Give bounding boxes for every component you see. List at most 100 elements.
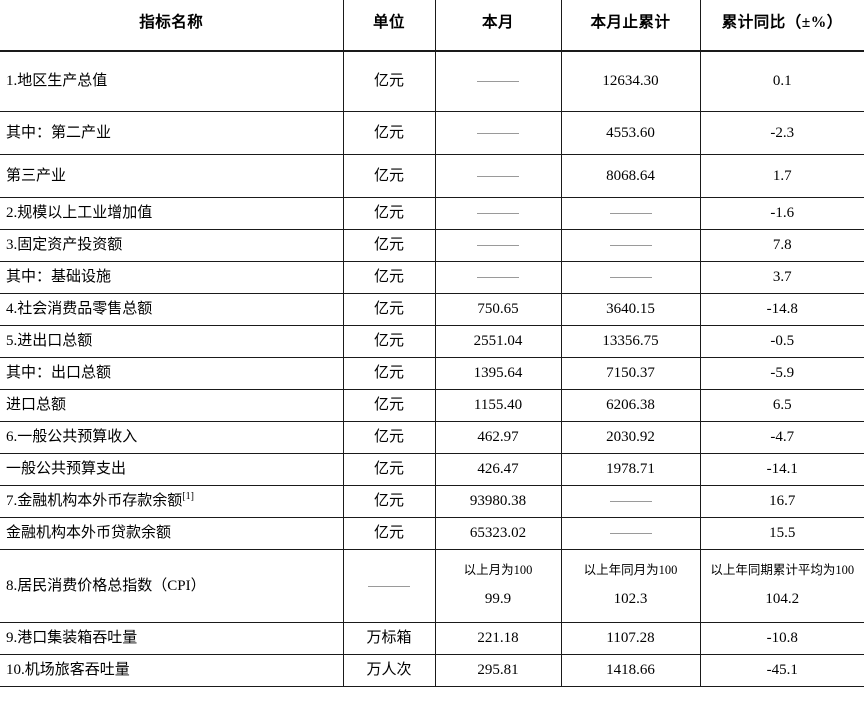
no-data-dash-icon (477, 81, 519, 83)
current-month-cell (435, 229, 562, 262)
indicator-name-cell: 8.居民消费价格总指数（CPI） (0, 549, 344, 623)
indicator-name-cell: 2.规模以上工业增加值 (0, 197, 344, 230)
header-rule-cell (561, 42, 701, 52)
cumulative-cell: 1107.28 (561, 622, 701, 655)
yoy-change-cell: 3.7 (700, 261, 864, 294)
table-header: 指标名称 单位 本月 本月止累计 累计同比（±%） (0, 0, 864, 52)
column-header-unit: 单位 (343, 0, 436, 42)
cumulative-cell: 以上年同月为100 102.3 (561, 549, 701, 623)
unit-cell: 亿元 (343, 197, 436, 230)
current-month-cell: 2551.04 (435, 325, 562, 358)
indicator-name-cell: 7.金融机构本外币存款余额[1] (0, 485, 344, 518)
yoy-change-cell: 以上年同期累计平均为100 104.2 (700, 549, 864, 623)
header-rule-cell (435, 42, 562, 52)
current-month-cell: 426.47 (435, 453, 562, 486)
cumulative-cell: 7150.37 (561, 357, 701, 390)
unit-cell: 万人次 (343, 654, 436, 687)
no-data-dash-icon (368, 585, 410, 587)
yoy-change-cell: -14.8 (700, 293, 864, 326)
table-row: 其中：出口总额 亿元 1395.64 7150.37 -5.9 (0, 357, 864, 390)
yoy-change-cell: -1.6 (700, 197, 864, 230)
header-row: 指标名称 单位 本月 本月止累计 累计同比（±%） (0, 0, 864, 42)
unit-cell: 亿元 (343, 51, 436, 112)
current-month-cell (435, 111, 562, 155)
indicator-name-cell: 9.港口集装箱吞吐量 (0, 622, 344, 655)
current-month-cell: 221.18 (435, 622, 562, 655)
current-month-cell: 65323.02 (435, 517, 562, 550)
yoy-change-cell: 15.5 (700, 517, 864, 550)
cpi-basis-caption: 以上年同期累计平均为100 (710, 562, 855, 577)
column-header-name: 指标名称 (0, 0, 344, 42)
yoy-change-cell: 7.8 (700, 229, 864, 262)
no-data-dash-icon (477, 175, 519, 177)
no-data-dash-icon (477, 213, 519, 215)
current-month-cell: 93980.38 (435, 485, 562, 518)
indicator-name-cell: 进口总额 (0, 389, 344, 422)
current-month-cell: 1155.40 (435, 389, 562, 422)
indicator-name-cell: 其中：第二产业 (0, 111, 344, 155)
unit-cell: 亿元 (343, 325, 436, 358)
cumulative-cell: 12634.30 (561, 51, 701, 112)
table-row: 1.地区生产总值 亿元 12634.30 0.1 (0, 51, 864, 112)
yoy-change-cell: -10.8 (700, 622, 864, 655)
unit-cell: 亿元 (343, 453, 436, 486)
cumulative-cell (561, 197, 701, 230)
indicator-name-cell: 3.固定资产投资额 (0, 229, 344, 262)
cpi-basis-caption: 以上年同月为100 (583, 562, 678, 577)
header-rule-cell (0, 42, 344, 52)
yoy-change-cell: -2.3 (700, 111, 864, 155)
current-month-cell (435, 261, 562, 294)
indicator-name-cell: 4.社会消费品零售总额 (0, 293, 344, 326)
header-rule-cell (343, 42, 436, 52)
cpi-index-value: 99.9 (484, 591, 512, 608)
column-header-yoy: 累计同比（±%） (721, 14, 843, 31)
no-data-dash-icon (609, 277, 652, 279)
indicator-name-cell: 6.一般公共预算收入 (0, 421, 344, 454)
current-month-cell: 295.81 (435, 654, 562, 687)
cpi-basis-caption: 以上月为100 (463, 562, 533, 577)
column-header-current-month: 本月 (435, 0, 562, 42)
unit-cell: 亿元 (343, 517, 436, 550)
table-body: 1.地区生产总值 亿元 12634.30 0.1 其中：第二产业 亿元 4553.60 -2.… (0, 51, 864, 687)
table-row: 10.机场旅客吞吐量 万人次 295.81 1418.66 -45.1 (0, 654, 864, 687)
header-rule-cell (700, 42, 864, 52)
statistics-table: 指标名称 单位 本月 本月止累计 累计同比（±%） 1.地区生产总值 亿元 1263… (0, 0, 864, 687)
cumulative-cell (561, 261, 701, 294)
table-row: 3.固定资产投资额 亿元 7.8 (0, 229, 864, 262)
cumulative-cell: 1978.71 (561, 453, 701, 486)
yoy-change-cell: -14.1 (700, 453, 864, 486)
unit-cell: 亿元 (343, 229, 436, 262)
no-data-dash-icon (609, 533, 652, 535)
cumulative-cell: 8068.64 (561, 154, 701, 198)
yoy-change-cell: 6.5 (700, 389, 864, 422)
indicator-name-cell: 其中：出口总额 (0, 357, 344, 390)
indicator-name-cell: 金融机构本外币贷款余额 (0, 517, 344, 550)
no-data-dash-icon (477, 245, 519, 247)
yoy-change-cell: 0.1 (700, 51, 864, 112)
yoy-change-cell: -0.5 (700, 325, 864, 358)
cumulative-cell (561, 517, 701, 550)
no-data-dash-icon (477, 277, 519, 279)
unit-cell: 亿元 (343, 357, 436, 390)
current-month-cell: 750.65 (435, 293, 562, 326)
yoy-change-cell: -45.1 (700, 654, 864, 687)
table-row: 6.一般公共预算收入 亿元 462.97 2030.92 -4.7 (0, 421, 864, 454)
no-data-dash-icon (609, 213, 652, 215)
unit-cell: 亿元 (343, 111, 436, 155)
table-row: 5.进出口总额 亿元 2551.04 13356.75 -0.5 (0, 325, 864, 358)
unit-cell: 万标箱 (343, 622, 436, 655)
indicator-name-cell: 1.地区生产总值 (0, 51, 344, 112)
no-data-dash-icon (609, 501, 652, 503)
current-month-cell: 462.97 (435, 421, 562, 454)
table-row: 7.金融机构本外币存款余额[1] 亿元 93980.38 16.7 (0, 485, 864, 518)
unit-cell: 亿元 (343, 421, 436, 454)
no-data-dash-icon (477, 132, 519, 134)
yoy-change-cell: 16.7 (700, 485, 864, 518)
no-data-dash-icon (609, 245, 652, 247)
current-month-cell (435, 154, 562, 198)
table-row: 金融机构本外币贷款余额 亿元 65323.02 15.5 (0, 517, 864, 550)
table-row: 其中：基础设施 亿元 3.7 (0, 261, 864, 294)
table-row: 2.规模以上工业增加值 亿元 -1.6 (0, 197, 864, 230)
indicator-name-cell: 10.机场旅客吞吐量 (0, 654, 344, 687)
cpi-index-value: 102.3 (613, 591, 648, 608)
